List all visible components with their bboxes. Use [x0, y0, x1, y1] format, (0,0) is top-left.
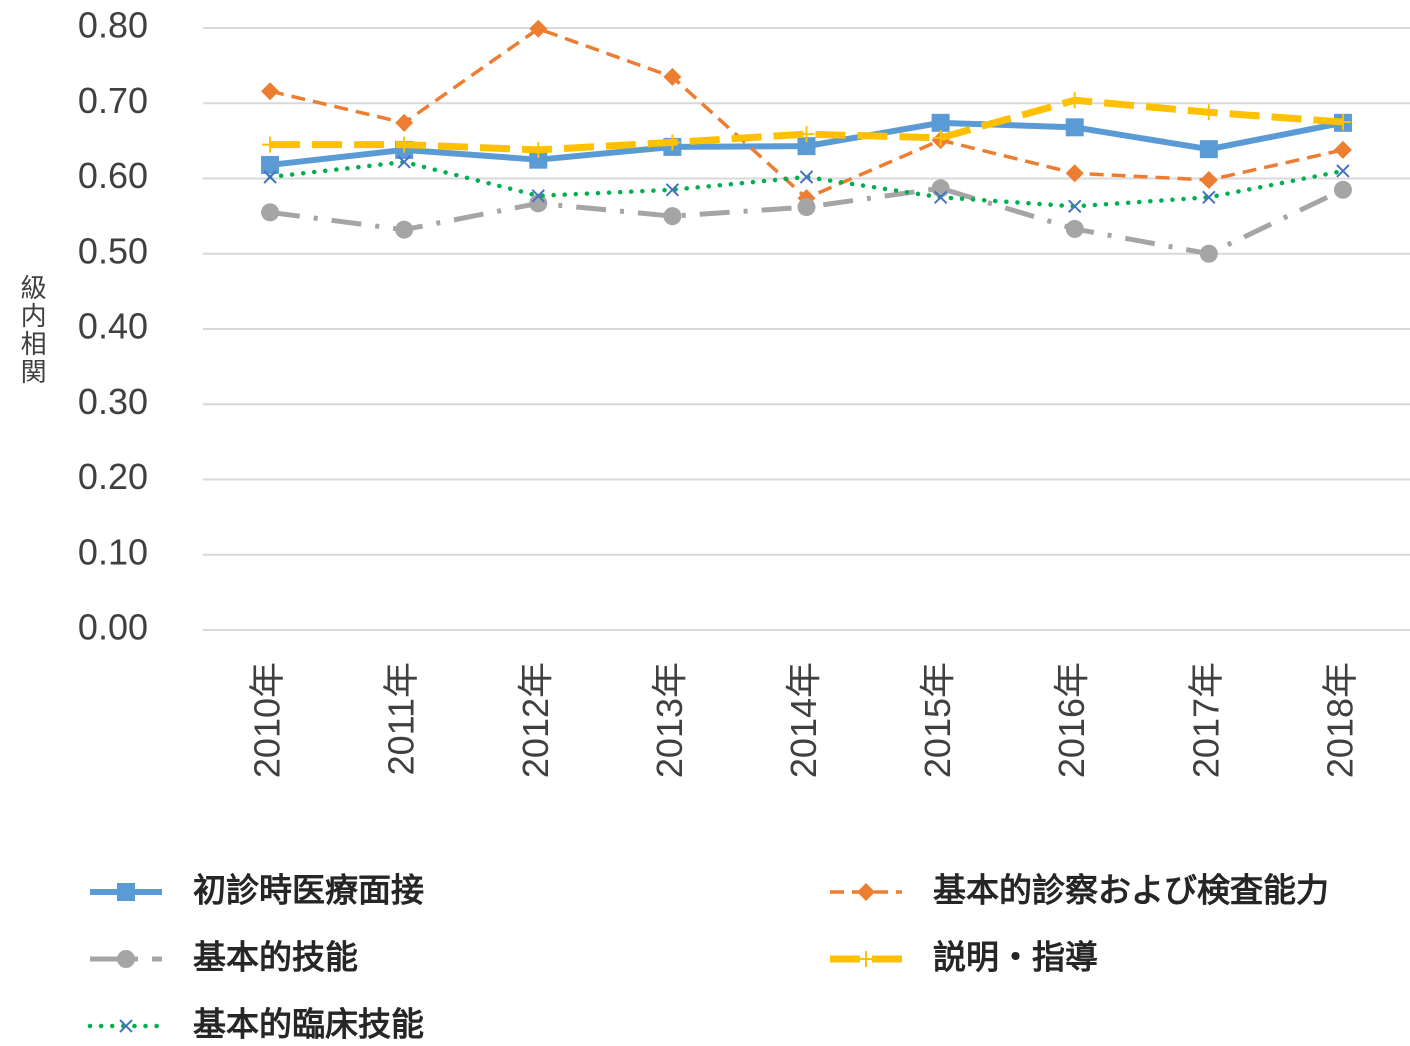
y-tick-label: 0.00 [78, 607, 148, 648]
x-tick-label: 2017年 [1185, 662, 1226, 778]
y-tick-label: 0.40 [78, 306, 148, 347]
marker [261, 82, 280, 101]
marker [663, 207, 682, 226]
marker [664, 134, 681, 151]
y-tick-label: 0.70 [78, 80, 148, 121]
y-tick-label: 0.50 [78, 230, 148, 271]
marker [933, 190, 948, 205]
marker [529, 19, 548, 38]
marker [1334, 114, 1351, 131]
marker [263, 170, 277, 184]
marker [797, 198, 816, 217]
y-axis-label: 級内相関 [17, 274, 47, 386]
marker [931, 113, 950, 132]
marker [529, 150, 548, 169]
series: 初診時医療面接 [90, 113, 1352, 910]
x-tick-label: 2016年 [1051, 662, 1092, 778]
x-tick-label: 2013年 [649, 662, 690, 778]
marker [531, 189, 545, 203]
series: 基本的臨床技能 [87, 155, 1350, 1044]
legend-label: 基本的臨床技能 [193, 1005, 424, 1044]
legend-label: 基本的技能 [193, 938, 358, 977]
marker [261, 203, 280, 222]
series-line [270, 96, 1344, 154]
marker [931, 179, 950, 198]
marker [1199, 244, 1218, 263]
marker [797, 137, 816, 156]
marker [663, 67, 682, 86]
marker [117, 883, 135, 901]
marker [117, 950, 135, 968]
marker [1066, 92, 1083, 109]
marker [1065, 118, 1084, 137]
marker [799, 170, 814, 184]
x-tick-label: 2015年 [917, 662, 958, 778]
marker [1333, 140, 1352, 159]
marker [1065, 164, 1084, 183]
marker [397, 155, 411, 169]
x-tick-label: 2012年 [515, 662, 556, 778]
y-tick-label: 0.60 [78, 155, 148, 196]
legend-label: 初診時医療面接 [193, 871, 424, 910]
marker [1200, 104, 1217, 121]
marker [1202, 190, 1216, 205]
x-tick-label: 2014年 [783, 662, 824, 778]
marker [396, 136, 413, 153]
marker [1199, 140, 1218, 159]
marker [857, 883, 875, 901]
marker [1068, 199, 1082, 214]
y-tick-label: 0.30 [78, 381, 148, 422]
x-tick-label: 2011年 [381, 662, 422, 775]
marker [858, 951, 874, 967]
series: 基本的技能 [90, 179, 1352, 977]
marker [665, 183, 680, 197]
x-tick-label: 2010年 [247, 662, 288, 778]
x-tick-label: 2018年 [1319, 662, 1360, 778]
y-tick-label: 0.10 [78, 531, 148, 572]
series: 説明・指導 [262, 92, 1351, 977]
legend-label: 説明・指導 [933, 938, 1098, 977]
marker [119, 1019, 133, 1033]
marker [261, 155, 280, 174]
legend-label: 基本的診察および検査能力 [933, 871, 1329, 910]
series: 基本的診察および検査能力 [261, 19, 1352, 910]
y-tick-label: 0.20 [78, 456, 148, 497]
series-line [269, 27, 1344, 200]
marker [529, 194, 548, 213]
marker [1336, 164, 1350, 178]
marker [798, 126, 815, 143]
marker [932, 129, 949, 146]
marker [395, 113, 414, 132]
marker [1333, 180, 1352, 199]
marker [530, 141, 547, 158]
marker [1065, 219, 1084, 238]
marker [1199, 171, 1218, 190]
marker [395, 220, 414, 239]
marker [262, 136, 279, 153]
y-tick-label: 0.80 [78, 5, 148, 46]
